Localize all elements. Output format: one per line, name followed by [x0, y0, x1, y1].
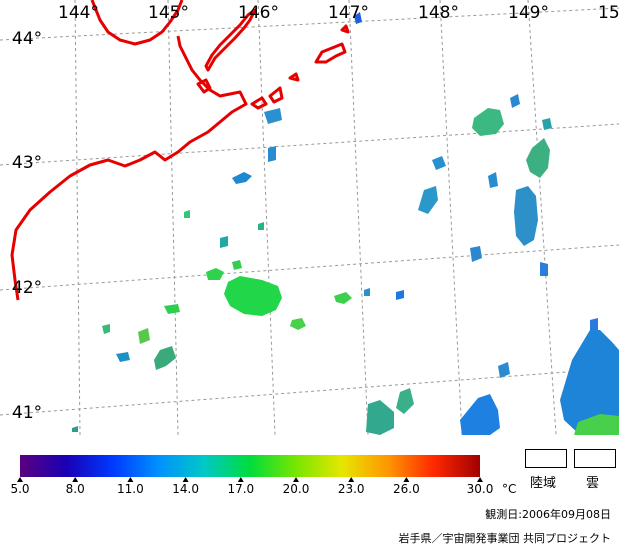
lat-label-44: 44° — [12, 29, 42, 49]
lon-label-150: 15 — [598, 3, 619, 23]
legend-tick-label: 17.0 — [227, 482, 254, 496]
legend-tick-mark — [237, 477, 244, 482]
legend-tick-mark — [348, 477, 355, 482]
lat-label-42: 42° — [12, 278, 42, 298]
observation-date: 観測日:2006年09月08日 — [485, 508, 611, 521]
lon-label-146: 146° — [238, 3, 279, 23]
lon-label-145: 145° — [148, 3, 189, 23]
lat-label-43: 43° — [12, 153, 42, 173]
land-box — [525, 449, 567, 468]
lon-label-149: 149° — [508, 3, 549, 23]
temperature-legend: 5.0 8.0 11.0 14.0 17.0 20.0 23.0 26.0 30.0 °C — [10, 455, 516, 496]
legend-tick-label: 5.0 — [10, 482, 29, 496]
lon-label-147: 147° — [328, 3, 369, 23]
legend-tick-label: 26.0 — [393, 482, 420, 496]
cloud-label: 雲 — [586, 476, 600, 491]
legend-tick-label: 11.0 — [117, 482, 144, 496]
color-scale-bar — [20, 455, 480, 477]
credit-text: 岩手県／宇宙開発事業団 共同プロジェクト — [398, 532, 612, 545]
cloud-box — [574, 449, 616, 468]
legend-tick-mark — [72, 477, 79, 482]
sst-patches — [72, 12, 619, 435]
legend-tick-mark — [293, 477, 299, 482]
legend-tick-mark — [403, 477, 410, 482]
legend-ticks: 5.0 8.0 11.0 14.0 17.0 20.0 23.0 26.0 30.0 — [10, 477, 493, 496]
lon-label-144: 144° — [58, 3, 99, 23]
lon-label-148: 148° — [418, 3, 459, 23]
legend-tick-mark — [17, 477, 23, 482]
longitude-labels: 144° 145° 146° 147° 148° 149° 15 — [58, 3, 619, 23]
latitude-labels: 44° 43° 42° 41° — [12, 29, 42, 423]
unit-label: °C — [502, 482, 516, 496]
graticule — [0, 0, 619, 435]
legend-tick-label: 14.0 — [172, 482, 199, 496]
legend-tick-mark — [127, 477, 134, 482]
legend-tick-label: 8.0 — [66, 482, 85, 496]
legend-tick-label: 23.0 — [338, 482, 365, 496]
sst-map: 144° 145° 146° 147° 148° 149° 15 44° 43°… — [0, 0, 619, 435]
lat-label-41: 41° — [12, 403, 42, 423]
legend-tick-label: 20.0 — [283, 482, 310, 496]
coastline — [10, 0, 350, 301]
legend-tick-mark — [182, 477, 189, 482]
legend-tick-mark — [477, 477, 483, 482]
legend-tick-label: 30.0 — [467, 482, 494, 496]
land-label: 陸域 — [530, 476, 557, 491]
